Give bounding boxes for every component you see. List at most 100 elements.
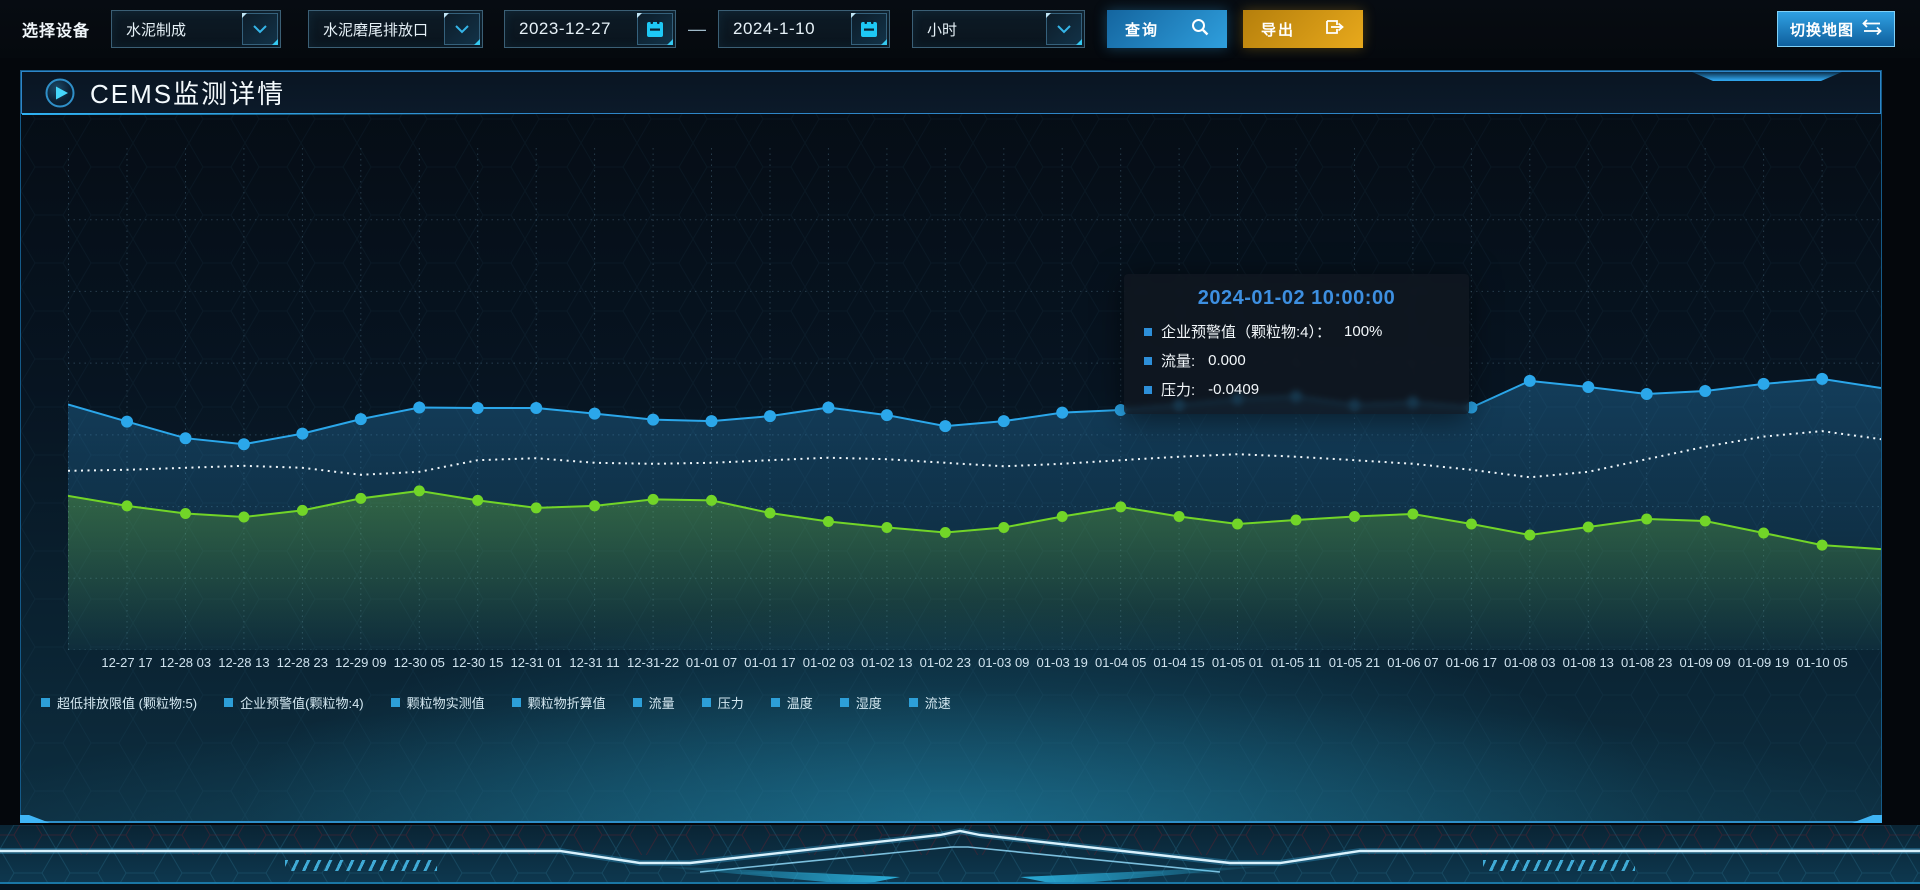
- query-button[interactable]: 查询: [1107, 10, 1228, 48]
- legend-item[interactable]: 压力: [701, 693, 744, 712]
- legend-label: 压力: [717, 696, 744, 711]
- outlet-select[interactable]: 水泥磨尾排放口: [308, 10, 484, 48]
- legend-marker-icon: [908, 698, 918, 707]
- legend-marker-icon: [224, 698, 234, 707]
- x-axis-label: 12-28 03: [159, 655, 212, 670]
- legend-item[interactable]: 湿度: [839, 693, 882, 712]
- x-axis-label: 12-29 09: [335, 655, 387, 670]
- hatch-stripes-right: [1483, 860, 1635, 871]
- tooltip-series-label: 压力:: [1161, 382, 1196, 399]
- legend-label: 流量: [648, 696, 675, 711]
- bottom-tech-frame: [0, 825, 1920, 890]
- legend-label: 颗粒物折算值: [527, 696, 606, 711]
- tooltip-row: 企业预警值（颗粒物:4）： 100%: [1144, 321, 1449, 342]
- title-underline-accent: [22, 113, 542, 115]
- tooltip-row: 压力: -0.0409: [1144, 379, 1449, 400]
- device-category-value: 水泥制成: [126, 21, 187, 39]
- cems-line-chart[interactable]: [68, 148, 1881, 650]
- switch-map-label: 切换地图: [1790, 21, 1855, 39]
- calendar-icon[interactable]: [851, 13, 888, 45]
- query-button-label: 查询: [1125, 21, 1160, 39]
- legend-label: 温度: [786, 696, 813, 711]
- start-date-input[interactable]: 2023-12-27: [504, 10, 677, 48]
- export-button-label: 导出: [1261, 21, 1296, 39]
- play-icon: [45, 78, 75, 107]
- legend-item[interactable]: 流速: [908, 693, 951, 712]
- chevron-down-icon[interactable]: [1046, 13, 1083, 45]
- x-axis-label: 01-03 09: [978, 655, 1030, 670]
- calendar-icon[interactable]: [637, 13, 674, 45]
- legend-label: 湿度: [855, 696, 882, 711]
- x-axis-label: 01-09 19: [1737, 655, 1790, 670]
- legend-label: 企业预警值(颗粒物:4): [240, 696, 364, 711]
- x-axis-label: 01-01 17: [744, 655, 796, 670]
- search-icon: [1191, 18, 1209, 40]
- end-date-input[interactable]: 2024-1-10: [718, 10, 891, 48]
- x-axis-label: 01-05 01: [1211, 655, 1264, 670]
- tooltip-series-label: 企业预警值（颗粒物:4）：: [1161, 324, 1332, 341]
- top-toolbar: 选择设备 水泥制成 水泥磨尾排放口 2023-12-27 — 2024-1-10: [0, 0, 1920, 58]
- legend-item[interactable]: 企业预警值(颗粒物:4): [224, 693, 364, 712]
- tooltip-series-marker-icon: [1144, 356, 1152, 365]
- export-button[interactable]: 导出: [1243, 10, 1364, 48]
- legend-marker-icon: [41, 698, 50, 707]
- chevron-down-icon[interactable]: [444, 13, 481, 45]
- x-axis-label: 01-01 07: [685, 655, 738, 670]
- legend-item[interactable]: 流量: [632, 693, 675, 712]
- x-axis-label: 01-05 11: [1270, 655, 1322, 670]
- interval-value: 小时: [927, 21, 958, 39]
- device-category-select[interactable]: 水泥制成: [111, 10, 282, 48]
- legend-label: 颗粒物实测值: [406, 696, 485, 711]
- x-axis-label: 01-06 07: [1387, 655, 1439, 670]
- chevron-down-icon[interactable]: [242, 13, 279, 45]
- legend-item[interactable]: 颗粒物实测值: [390, 693, 485, 712]
- x-axis-label: 01-02 03: [802, 655, 855, 670]
- x-axis-label: 01-03 19: [1036, 655, 1088, 670]
- swap-arrows-icon: [1862, 19, 1882, 39]
- x-axis-label: 01-04 15: [1153, 655, 1205, 670]
- start-date-value: 2023-12-27: [519, 19, 611, 38]
- tooltip-timestamp: 2024-01-02 10:00:00: [1197, 287, 1396, 309]
- legend-label: 超低排放限值 (颗粒物:5): [57, 696, 198, 711]
- legend-marker-icon: [511, 698, 521, 707]
- x-axis-label: 01-05 21: [1328, 655, 1381, 670]
- chart-tooltip: 2024-01-02 10:00:00 企业预警值（颗粒物:4）： 100% 流量:…: [1124, 274, 1469, 414]
- tooltip-series-value: -0.0409: [1208, 381, 1260, 398]
- legend-label: 流速: [924, 696, 951, 711]
- legend-marker-icon: [390, 698, 400, 707]
- device-select-label: 选择设备: [22, 23, 91, 40]
- legend-item[interactable]: 超低排放限值 (颗粒物:5): [41, 693, 197, 712]
- interval-select[interactable]: 小时: [912, 10, 1086, 48]
- title-bar-notch-accent: [1692, 72, 1842, 81]
- tooltip-row: 流量: 0.000: [1144, 350, 1449, 371]
- x-axis-label: 01-08 13: [1562, 655, 1614, 670]
- panel-title: CEMS监测详情: [90, 79, 286, 109]
- x-axis-label: 12-31 11: [569, 655, 620, 670]
- x-axis-label: 12-31-22: [627, 655, 680, 670]
- export-arrow-icon: [1325, 18, 1345, 40]
- legend-marker-icon: [632, 698, 642, 707]
- x-axis-label: 12-27 17: [101, 655, 153, 670]
- x-axis-label: 01-08 03: [1504, 655, 1556, 670]
- legend-item[interactable]: 温度: [770, 693, 813, 712]
- x-axis-label: 12-30 15: [452, 655, 504, 670]
- x-axis-label: 12-31 01: [510, 655, 562, 670]
- tooltip-series-value: 0.000: [1208, 352, 1246, 369]
- outlet-value: 水泥磨尾排放口: [323, 21, 429, 39]
- x-axis-label: 01-09 09: [1679, 655, 1731, 670]
- panel-title-bar: CEMS监测详情: [21, 71, 1881, 115]
- legend-item[interactable]: 颗粒物折算值: [511, 693, 606, 712]
- x-axis-label: 12-28 23: [276, 655, 329, 670]
- tooltip-series-marker-icon: [1144, 385, 1152, 394]
- tooltip-series-label: 流量:: [1161, 353, 1196, 370]
- x-axis: 12-27 17 12-28 03 12-28 13 12-28 23 12-29 09…: [68, 655, 1881, 675]
- x-axis-label: 01-02 13: [861, 655, 913, 670]
- legend-marker-icon: [701, 698, 711, 707]
- switch-map-button[interactable]: 切换地图: [1777, 11, 1895, 47]
- x-axis-label: 01-10 05: [1796, 655, 1848, 670]
- x-axis-label: 12-28 13: [218, 655, 270, 670]
- x-axis-label: 01-08 23: [1621, 655, 1673, 670]
- x-axis-label: 01-06 17: [1445, 655, 1498, 670]
- date-range-separator: —: [688, 18, 707, 39]
- end-date-value: 2024-1-10: [733, 19, 816, 38]
